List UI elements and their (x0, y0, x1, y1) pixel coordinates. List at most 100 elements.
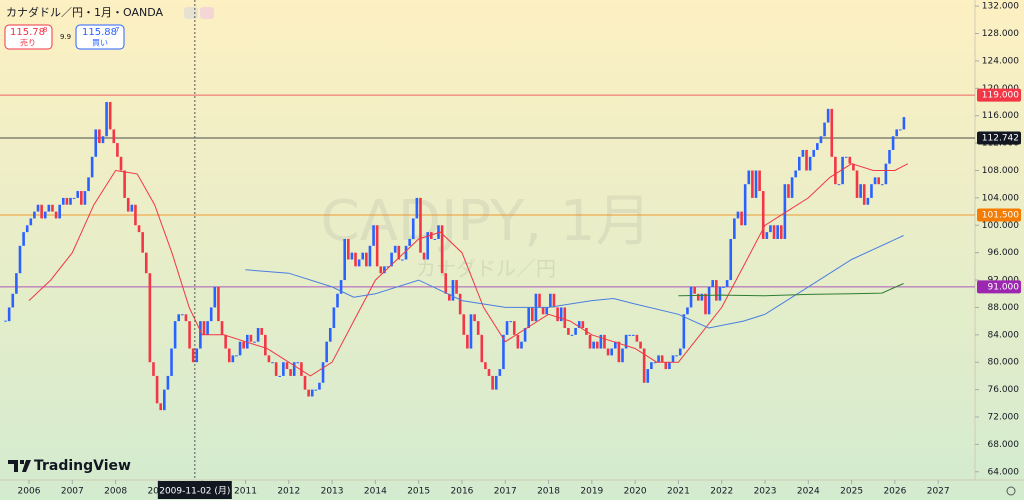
candle (256, 327, 260, 342)
candle (613, 341, 617, 349)
spread: 9.9 (60, 33, 71, 41)
time-tick-label: 2021 (667, 487, 690, 497)
candle (830, 108, 834, 157)
candle (617, 341, 621, 363)
candle (675, 355, 678, 357)
candle (51, 204, 54, 212)
candle (134, 204, 137, 226)
candle (76, 191, 80, 198)
candle (808, 156, 812, 171)
candle (595, 341, 599, 349)
candle (310, 389, 314, 397)
candle (188, 321, 191, 349)
candle (264, 334, 267, 356)
candle (365, 252, 368, 267)
candle (361, 252, 365, 260)
candle (870, 184, 873, 198)
candle (235, 355, 238, 357)
candle (303, 375, 307, 390)
candle (300, 362, 303, 376)
candle (837, 184, 841, 186)
candle (397, 245, 401, 260)
candle (429, 232, 433, 239)
candle (119, 156, 123, 171)
time-tick-label: 2027 (927, 487, 950, 497)
candle (328, 327, 332, 342)
candle (797, 156, 801, 171)
time-tick-label: 2023 (754, 487, 777, 497)
candle (296, 362, 300, 364)
candle (902, 117, 906, 130)
candle (725, 280, 729, 287)
price-tick-label: 76.000 (988, 385, 1020, 395)
candle (231, 355, 235, 363)
sell-button[interactable] (4, 24, 53, 50)
candle (729, 238, 733, 281)
time-tick-label: 2006 (18, 487, 41, 497)
moving-average (678, 283, 904, 297)
candle (11, 293, 15, 308)
candle (181, 314, 184, 316)
candle (368, 245, 372, 267)
logo-text: TradingView (34, 458, 131, 474)
time-tick-label: 2011 (234, 487, 257, 497)
candle (484, 362, 487, 370)
candle (130, 204, 134, 212)
candle (177, 314, 181, 322)
candle (141, 232, 144, 253)
candle (852, 163, 855, 171)
candle (848, 156, 852, 164)
candle (61, 197, 65, 205)
candle (43, 211, 47, 219)
time-tick-label: 2018 (537, 487, 560, 497)
candle (494, 375, 498, 390)
candle (72, 197, 76, 199)
time-tick-label: 2012 (277, 487, 300, 497)
candle (888, 149, 891, 164)
candle (33, 211, 36, 219)
candle (834, 156, 837, 185)
time-tick-label: 2014 (364, 487, 387, 497)
settings-icon[interactable] (1006, 486, 1016, 496)
time-tick-label: 2024 (797, 487, 820, 497)
candle (332, 307, 336, 328)
price-tick-label: 104.000 (982, 193, 1019, 203)
symbol-title: カナダドル／円・1月・OANDA (6, 5, 163, 19)
candle (325, 341, 328, 363)
candle (545, 307, 549, 315)
candle (209, 307, 213, 322)
candle (696, 293, 700, 301)
sell-price: 115.78 (10, 27, 45, 38)
candle (512, 321, 516, 335)
candle (227, 348, 231, 363)
price-tick-label: 64.000 (988, 467, 1020, 477)
candle (98, 129, 101, 144)
icon[interactable] (184, 7, 198, 19)
candle (238, 341, 242, 356)
price-tick-label: 84.000 (988, 330, 1020, 340)
candle (704, 293, 707, 315)
buy-price: 115.88 (82, 27, 117, 38)
candle (895, 129, 899, 137)
candle (242, 341, 245, 349)
candle (610, 348, 613, 356)
candle (108, 102, 112, 130)
price-tick-label: 132.000 (982, 2, 1019, 12)
candle (581, 321, 585, 328)
branding: TradingView (8, 458, 131, 474)
candle (678, 348, 682, 356)
crosshair-label: 2009-11-02 (月) (159, 486, 230, 497)
time-tick-label: 2019 (580, 487, 603, 497)
buy-button[interactable] (75, 24, 125, 50)
candle (166, 375, 170, 390)
candle (282, 362, 285, 376)
icon[interactable] (200, 7, 214, 19)
candle (606, 348, 610, 356)
candle (69, 197, 72, 205)
candle (15, 273, 18, 294)
candle (451, 280, 455, 301)
candle (137, 225, 141, 233)
candle (505, 321, 509, 335)
candle (83, 191, 87, 205)
candle (80, 191, 83, 205)
